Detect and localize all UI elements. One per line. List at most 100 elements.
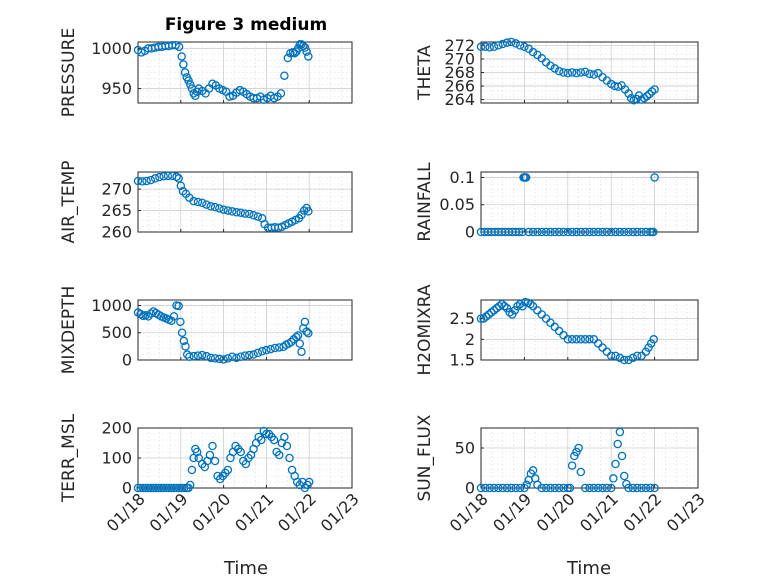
data-point [550,483,560,493]
data-point [559,483,568,493]
y-tick-label: 1000 [91,39,132,58]
data-point [249,211,258,220]
data-point [302,47,311,56]
plot-area [137,171,353,233]
figure-title: Figure 3 medium [165,15,327,35]
data-point [189,196,198,206]
data-series [476,37,659,105]
y-tick-label: 0 [122,351,132,370]
data-point [215,354,224,364]
data-point [219,205,228,214]
data-point [174,42,184,52]
data-point [223,206,233,215]
data-point [624,89,633,98]
data-point [185,80,195,89]
data-point [515,41,525,50]
data-point [146,175,156,185]
data-point [167,316,176,325]
y-axis-label: H2OMIXRA [415,284,435,375]
data-point [589,227,599,237]
data-point [210,354,220,363]
data-point [550,64,560,73]
data-point [576,335,586,344]
data-point [236,208,245,217]
data-point [602,483,612,493]
data-point [253,348,263,358]
data-point [624,355,633,365]
panel-mixdepth: 0 500 1000 MIXDEPTH [59,286,353,375]
data-point [559,68,568,77]
data-point [513,301,522,311]
data-series [133,171,313,232]
data-point [546,483,555,493]
data-point [576,467,586,477]
data-point [210,202,220,212]
data-point [497,299,507,309]
y-axis-label: MIXDEPTH [59,286,79,375]
data-point [210,456,220,466]
data-point [280,432,289,442]
data-point [189,351,198,361]
x-tick-label: 01/19 [489,489,535,535]
data-point [585,483,594,493]
data-point [611,351,620,361]
data-point [302,327,311,336]
data-point [641,347,651,356]
data-point [297,347,306,357]
data-point [632,227,642,237]
data-point [593,227,603,237]
data-point [580,227,590,237]
y-tick-label: 0 [465,479,475,498]
data-point [585,69,594,79]
axes-box [480,427,699,489]
data-point [249,350,258,359]
data-point [297,210,306,220]
y-tick-label: 264 [444,90,475,109]
data-point [262,345,271,355]
data-point [650,173,659,182]
data-point [554,227,564,237]
data-point [206,202,216,211]
y-tick-label: 0 [122,479,132,498]
data-point [283,53,293,63]
data-point [567,68,577,77]
panel-sun_flux: 050SUN_FLUX01/1801/1901/2001/2101/2201/2… [415,414,709,535]
data-point [574,443,583,453]
data-point [192,447,202,457]
data-point [295,339,305,348]
data-point [602,227,612,237]
axes-box [137,299,353,361]
data-point [172,172,181,181]
data-point [628,227,638,237]
data-point [479,314,488,323]
y-tick-label: 270 [101,180,132,199]
data-point [576,227,586,237]
data-point [193,197,203,207]
data-point [598,483,607,493]
data-point [585,335,594,344]
panel-h2omixra: 1.5 2 2.5 H2OMIXRA [415,284,699,376]
data-point [528,227,538,237]
y-tick-label: 1000 [91,296,132,315]
data-point [180,68,190,77]
data-point [481,312,491,321]
data-point [304,207,313,216]
data-point [518,227,527,237]
data-point [546,61,555,70]
data-point [481,42,490,51]
data-point [502,38,512,47]
data-point [563,335,573,344]
y-tick-label: 100 [101,449,132,468]
data-point [240,209,250,218]
data-point [169,312,179,321]
data-point [642,91,652,101]
data-point [498,483,507,493]
y-tick-label: 0.05 [439,195,475,214]
data-point [185,352,194,361]
x-axis-label-right: Time [566,558,611,579]
data-point [174,174,183,183]
data-point [232,208,241,217]
data-point [142,176,151,186]
